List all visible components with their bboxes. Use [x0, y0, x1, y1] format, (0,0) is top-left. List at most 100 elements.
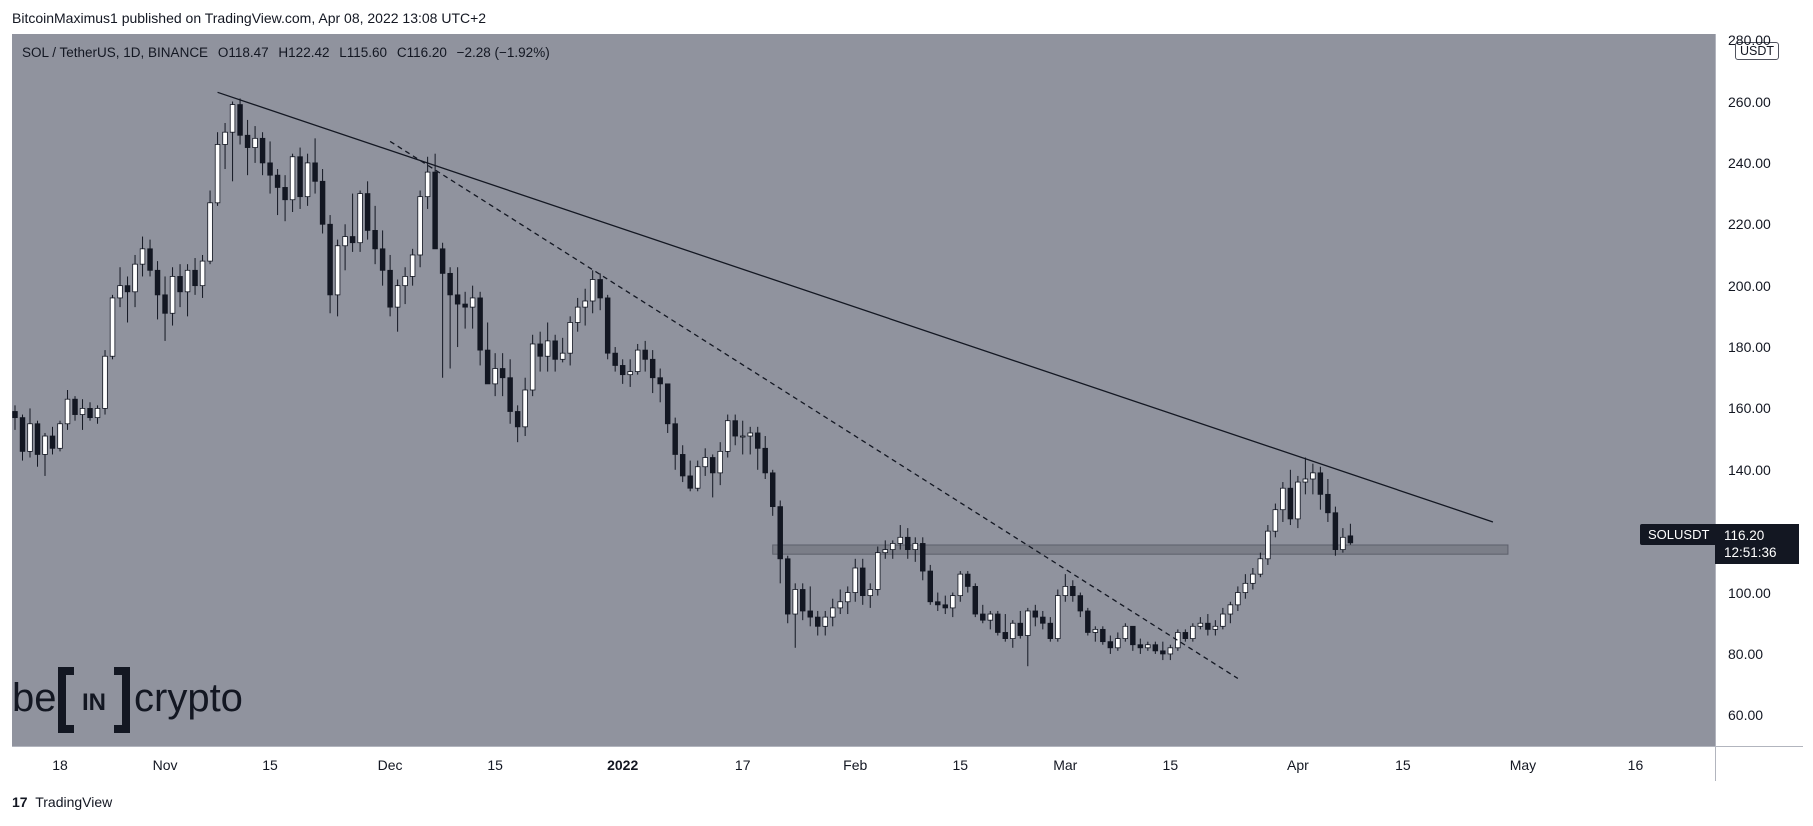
candle[interactable]	[1317, 466, 1324, 510]
candle[interactable]	[739, 420, 746, 455]
candle[interactable]	[462, 291, 468, 329]
candle[interactable]	[754, 426, 761, 470]
candle[interactable]	[394, 279, 401, 332]
candle[interactable]	[792, 583, 798, 648]
candle[interactable]	[552, 334, 558, 372]
candle[interactable]	[409, 248, 416, 286]
candle[interactable]	[477, 291, 483, 366]
candle[interactable]	[1107, 635, 1114, 654]
candle[interactable]	[469, 285, 476, 329]
candle[interactable]	[1265, 525, 1271, 565]
candlestick-chart[interactable]	[12, 34, 1715, 746]
candle[interactable]	[312, 138, 318, 194]
candle[interactable]	[207, 190, 213, 265]
candle[interactable]	[447, 267, 453, 369]
candle[interactable]	[1137, 638, 1144, 654]
candle[interactable]	[1227, 601, 1234, 624]
candle[interactable]	[514, 405, 521, 443]
candle[interactable]	[1325, 479, 1331, 522]
candle[interactable]	[109, 294, 116, 360]
candle[interactable]	[12, 405, 18, 430]
candle[interactable]	[1100, 626, 1106, 645]
candle[interactable]	[229, 101, 236, 182]
candle[interactable]	[1122, 623, 1129, 642]
candle[interactable]	[619, 359, 626, 384]
candle[interactable]	[612, 347, 618, 372]
candle[interactable]	[830, 598, 836, 627]
candle[interactable]	[424, 156, 431, 209]
candle[interactable]	[184, 264, 191, 317]
candle[interactable]	[349, 193, 356, 252]
candle[interactable]	[1040, 610, 1046, 630]
candle[interactable]	[1190, 623, 1196, 642]
candle[interactable]	[950, 592, 956, 618]
candle[interactable]	[627, 359, 633, 387]
candle[interactable]	[672, 417, 678, 470]
candle[interactable]	[1032, 604, 1039, 627]
candle[interactable]	[785, 555, 791, 624]
candle[interactable]	[319, 169, 326, 234]
candle[interactable]	[597, 273, 603, 311]
candle[interactable]	[860, 558, 866, 605]
candle[interactable]	[694, 460, 701, 492]
candle[interactable]	[1152, 641, 1159, 654]
candle[interactable]	[169, 267, 176, 326]
candle[interactable]	[357, 190, 363, 252]
candle[interactable]	[845, 586, 851, 615]
candle[interactable]	[1025, 607, 1031, 667]
candle[interactable]	[79, 399, 86, 430]
candle[interactable]	[777, 500, 783, 584]
candle[interactable]	[980, 604, 986, 624]
candle[interactable]	[139, 236, 146, 277]
candle[interactable]	[34, 420, 41, 467]
candle[interactable]	[1145, 641, 1151, 651]
candle[interactable]	[132, 254, 138, 308]
candle[interactable]	[709, 454, 716, 498]
candle[interactable]	[649, 350, 656, 394]
candle[interactable]	[972, 583, 979, 618]
candle[interactable]	[432, 153, 438, 250]
candle[interactable]	[1182, 629, 1189, 642]
candle[interactable]	[544, 322, 551, 372]
candle[interactable]	[1302, 457, 1309, 495]
candle[interactable]	[454, 267, 461, 348]
candle[interactable]	[890, 540, 896, 559]
candle[interactable]	[762, 436, 768, 479]
candle[interactable]	[57, 420, 63, 452]
candle[interactable]	[687, 460, 693, 492]
candle[interactable]	[19, 414, 26, 461]
currency-badge[interactable]: USDT	[1735, 42, 1780, 60]
candle[interactable]	[94, 405, 101, 424]
candle[interactable]	[162, 276, 168, 341]
candle[interactable]	[304, 153, 311, 206]
candle[interactable]	[439, 242, 446, 378]
candle[interactable]	[1347, 523, 1354, 545]
candle[interactable]	[87, 402, 93, 421]
candle[interactable]	[1332, 506, 1339, 556]
candle[interactable]	[905, 528, 911, 559]
candle[interactable]	[222, 123, 228, 170]
candle[interactable]	[1070, 580, 1076, 602]
descending-resistance-line[interactable]	[217, 91, 1494, 523]
candle[interactable]	[259, 132, 266, 176]
candle[interactable]	[942, 595, 948, 615]
candle[interactable]	[732, 414, 738, 446]
candle[interactable]	[800, 583, 806, 621]
candle[interactable]	[192, 258, 198, 295]
candle[interactable]	[1235, 586, 1241, 611]
candle[interactable]	[642, 340, 648, 372]
candle[interactable]	[1175, 629, 1181, 651]
time-axis[interactable]	[12, 746, 1715, 781]
candle[interactable]	[72, 396, 78, 421]
candle[interactable]	[267, 141, 273, 194]
candle[interactable]	[237, 98, 243, 145]
footer-brand[interactable]: 17 TradingView	[12, 794, 112, 810]
candle[interactable]	[42, 432, 48, 476]
candle[interactable]	[1280, 482, 1286, 522]
candle[interactable]	[604, 294, 611, 360]
candle[interactable]	[327, 215, 333, 314]
candle[interactable]	[559, 337, 566, 363]
candle[interactable]	[815, 610, 821, 636]
candle[interactable]	[1160, 641, 1166, 661]
candle[interactable]	[957, 571, 964, 602]
